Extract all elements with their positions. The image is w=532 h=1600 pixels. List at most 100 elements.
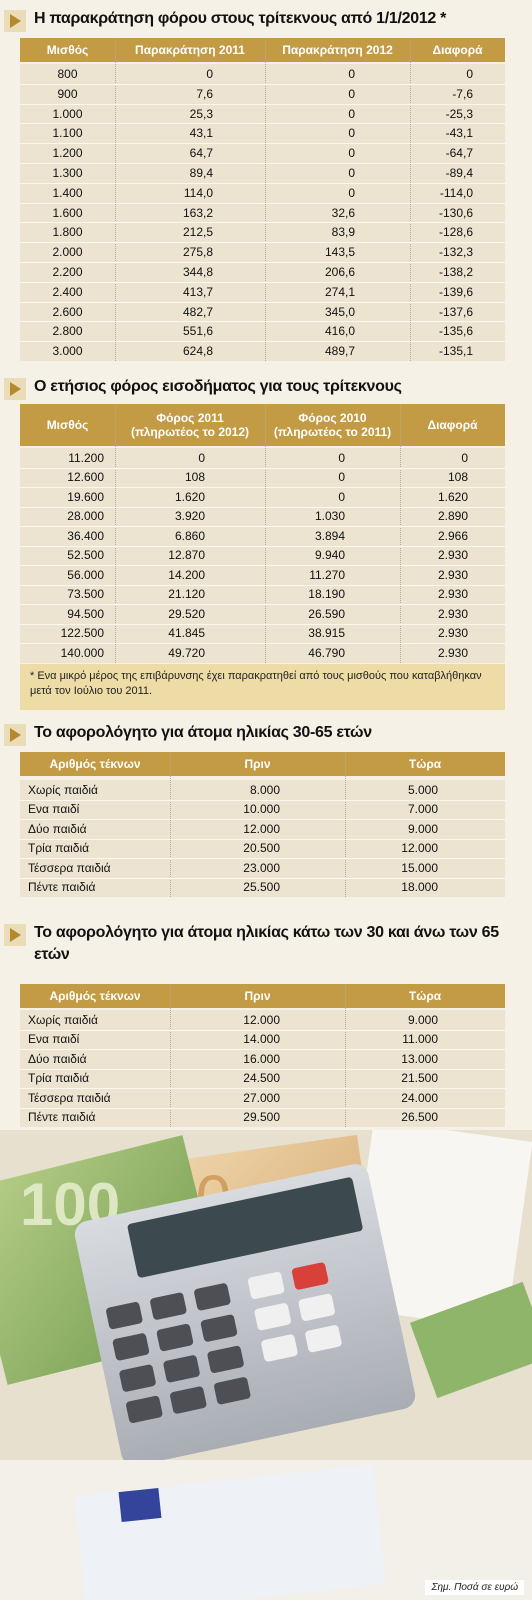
section-title: Η παρακράτηση φόρου στους τρίτεκνους από… [34,10,447,27]
table-cell: 36.400 [67,528,104,543]
table-cell: 0 [348,66,355,81]
table-cell: -128,6 [438,225,473,240]
table-cell: 0 [338,470,345,485]
table-cell: 2.930 [437,645,468,660]
table-cell: 1.200 [52,146,83,161]
row-divider [20,565,505,566]
table-cell: -135,1 [438,344,473,359]
table-cell: Τέσσερα παιδιά [28,1090,111,1105]
row-divider [20,202,505,204]
table-cell: 0 [348,185,355,200]
table-cell: 1.100 [52,126,83,141]
table-cell: 2.800 [52,324,83,339]
table-cell: 1.620 [437,489,468,504]
header-line: (πληρωτέος το 2012) [130,425,250,439]
table-header [20,404,505,446]
table-cell: 108 [184,470,205,485]
table-cell: 1.030 [314,509,345,524]
table-cell: 344,8 [182,264,213,279]
section-icon [4,924,26,946]
table-cell: 140.000 [60,645,104,660]
table-cell: 29.520 [168,606,205,621]
table-cell: 28.000 [67,509,104,524]
row-divider [20,341,505,343]
table-cell: 416,0 [324,324,355,339]
table-cell: 94.500 [67,606,104,621]
table-cell: 41.845 [168,626,205,641]
column-divider [265,38,266,361]
header-line: Φόρος 2010 [298,411,367,425]
table-cell: 800 [57,66,78,81]
header-cell: Πριν [244,989,271,1003]
table-cell: 1.620 [174,489,205,504]
row-divider [20,819,505,820]
table-cell: 9.000 [407,1012,438,1027]
header-cell: Μισθός [46,418,89,432]
table-cell: 1.000 [52,106,83,121]
table-cell: 9.000 [407,821,438,836]
table-cell: 2.966 [437,528,468,543]
row-divider [20,1088,505,1089]
table-cell: 8.000 [249,782,280,797]
table-cell: 2.890 [437,509,468,524]
row-divider [20,877,505,879]
header-cell: Τώρα [408,757,442,771]
table-cell: 0 [466,66,473,81]
section-icon [4,724,26,746]
table-cell: 114,0 [183,185,213,200]
table-cell: 27.000 [243,1090,280,1105]
column-divider [400,404,401,663]
row-divider [20,643,505,644]
table-cell: 9.940 [314,548,345,563]
table-cell: 43,1 [189,126,213,141]
table-cell: 23.000 [243,860,280,875]
row-divider [20,1107,505,1109]
table-cell: -138,2 [438,264,473,279]
column-divider [345,984,346,1127]
table-cell: 19.600 [67,489,104,504]
header-cell: Μισθός [46,43,89,57]
table-cell: -137,6 [438,304,473,319]
table-cell: 0 [461,450,468,465]
table-cell: 12.000 [243,821,280,836]
table-header [20,984,505,1008]
table-cell: 20.500 [243,841,280,856]
table-cell: 212,5 [182,225,213,240]
table-cell: 3.894 [314,528,345,543]
table-cell: 12.000 [401,841,438,856]
table-cell: 5.000 [407,782,438,797]
column-divider [115,404,116,663]
table-cell: 6.860 [174,528,205,543]
table-cell: 14.200 [168,567,205,582]
table-cell: 3.000 [52,344,83,359]
row-divider [20,281,505,283]
row-divider [20,838,505,840]
section-title: Το αφορολόγητο για άτομα ηλικίας 30-65 ε… [34,724,372,741]
table-cell: 2.600 [52,304,83,319]
table-cell: Τέσσερα παιδιά [28,860,111,875]
table-cell: 24.000 [401,1090,438,1105]
row-divider [20,321,505,323]
table-cell: 0 [338,450,345,465]
table-cell: 83,9 [331,225,355,240]
column-divider [170,752,171,897]
table-cell: 1.300 [52,165,83,180]
table-cell: Τρία παιδιά [28,1071,90,1086]
table-cell: 0 [348,165,355,180]
header-cell: Φόρος 2010 (πληρωτέος το 2011) [265,404,400,446]
table-cell: -89,4 [445,165,473,180]
table-cell: 900 [57,86,78,101]
header-cell: Φόρος 2011 (πληρωτέος το 2012) [115,404,265,446]
header-cell: Αριθμός τέκνων [49,757,141,771]
table-cell: 56.000 [67,567,104,582]
table-cell: 7.000 [407,802,438,817]
row-divider [20,242,505,244]
row-divider [20,182,505,184]
table-body [20,64,505,361]
table-cell: 21.500 [401,1071,438,1086]
table-cell: 624,8 [182,344,213,359]
table-cell: 143,5 [324,245,355,260]
table-cell: 64,7 [189,146,213,161]
table-cell: 0 [338,489,345,504]
header-cell: Αριθμός τέκνων [49,989,141,1003]
